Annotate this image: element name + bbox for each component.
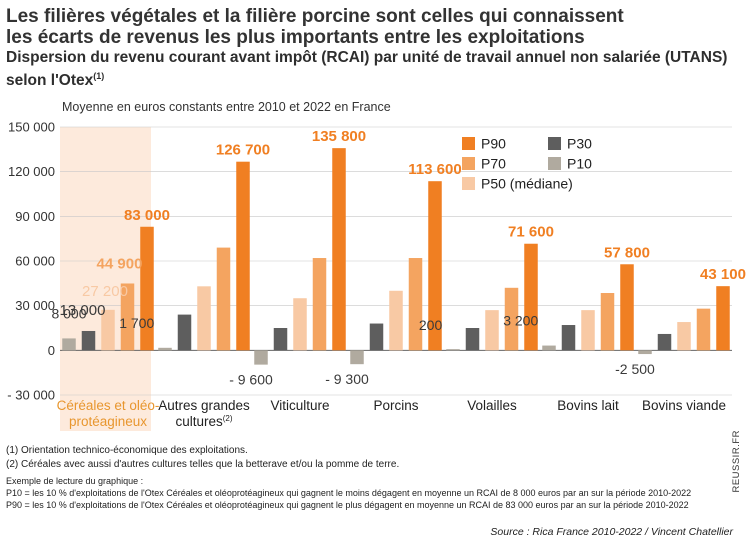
bar-p70-cat-6	[600, 293, 615, 351]
legend-label-p50-m-diane: P50 (médiane)	[481, 176, 573, 192]
legend-label-p70: P70	[481, 156, 506, 172]
bar-p10-cat-1	[62, 338, 76, 351]
bar-p70-cat-3	[312, 258, 327, 351]
footnotes: (1) Orientation technico-économique des …	[6, 444, 726, 511]
legend-swatch-p30	[548, 137, 561, 150]
data-label-p90-cat-7: 43 100	[700, 266, 746, 283]
bar-p50-m-diane-cat-6	[581, 310, 595, 351]
example-title: Exemple de lecture du graphique :	[6, 476, 144, 486]
legend-swatch-p70	[462, 157, 475, 170]
category-label: Céréales et oléo-	[57, 398, 160, 413]
category-label-line2: protéagineux	[69, 414, 147, 429]
data-label-p10-cat-7: -2 500	[615, 361, 655, 377]
bar-p10-cat-2	[158, 347, 172, 351]
bar-p50-m-diane-cat-3	[293, 298, 307, 351]
y-tick-label: 120 000	[8, 164, 55, 179]
title-line-2: les écarts de revenus les plus important…	[6, 27, 585, 48]
legend-label-p90: P90	[481, 136, 506, 152]
y-tick-label: - 30 000	[7, 388, 55, 403]
bar-p50-m-diane-cat-7	[677, 322, 691, 351]
data-label-p90-cat-5: 71 600	[508, 224, 554, 241]
legend-swatch-p50-m-diane	[462, 177, 475, 190]
data-label-p90-cat-4: 113 600	[408, 161, 461, 178]
bar-p50-m-diane-cat-1	[101, 309, 115, 351]
legend-swatch-p10	[548, 157, 561, 170]
bar-p90-cat-3	[332, 148, 346, 351]
legend-label-p30: P30	[567, 136, 592, 152]
bar-p10-cat-4	[350, 350, 364, 365]
data-label-p30-cat-1: 13 000	[60, 302, 106, 319]
example-p10: P10 = les 10 % d'exploitations de l'Otex…	[6, 488, 692, 498]
data-label-p90-cat-3: 135 800	[312, 128, 366, 145]
bar-p30-cat-6	[561, 325, 576, 351]
example-p90: P90 = les 10 % d'exploitations de l'Otex…	[6, 500, 689, 510]
bar-p10-cat-7	[638, 350, 652, 355]
bar-p30-cat-5	[465, 328, 480, 351]
source-credit: Source : Rica France 2010-2022 / Vincent…	[490, 526, 733, 538]
category-label-line2: cultures(2)	[175, 414, 232, 429]
legend-label-p10: P10	[567, 156, 592, 172]
y-tick-label: 60 000	[15, 254, 55, 269]
category-label: Porcins	[373, 398, 418, 413]
bar-p90-cat-4	[428, 181, 442, 351]
category-label: Autres grandes	[158, 398, 250, 413]
data-label-p50-m-diane-cat-1: 27 200	[82, 283, 128, 300]
category-label: Bovins lait	[557, 398, 619, 413]
bar-p30-cat-3	[273, 328, 288, 351]
y-tick-label: 30 000	[15, 298, 55, 313]
data-label-p10-cat-1: 8 000	[51, 305, 86, 321]
y-tick-label: 90 000	[15, 209, 55, 224]
bar-p10-cat-5	[446, 349, 460, 351]
subtitle-footnote-ref: (1)	[93, 71, 105, 81]
chart-title: Les filières végétales et la filière por…	[6, 6, 726, 48]
footnote-2: (2) Céréales avec aussi d'autres culture…	[6, 458, 400, 470]
bar-p50-m-diane-cat-2	[197, 286, 211, 351]
bar-p50-m-diane-cat-4	[389, 290, 403, 351]
data-label-p10-cat-6: 3 200	[503, 313, 538, 329]
data-label-p10-cat-5: 200	[419, 317, 443, 333]
title-line-1: Les filières végétales et la filière por…	[6, 6, 624, 27]
footnote-1: (1) Orientation technico-économique des …	[6, 445, 248, 456]
bar-p70-cat-4	[408, 258, 423, 351]
bar-p10-cat-3	[254, 350, 268, 365]
bar-p30-cat-1	[81, 330, 96, 351]
category-label: Bovins viande	[642, 398, 726, 413]
bar-p50-m-diane-cat-5	[485, 310, 499, 351]
bar-p70-cat-7	[696, 308, 711, 351]
data-label-p90-cat-2: 126 700	[216, 142, 270, 159]
bar-p90-cat-6	[620, 264, 634, 351]
bar-p70-cat-2	[216, 247, 231, 351]
legend-swatch-p90	[462, 137, 475, 150]
data-label-p90-cat-6: 57 800	[604, 244, 650, 261]
bar-p90-cat-1	[140, 226, 154, 351]
y-tick-label: 0	[48, 343, 55, 358]
watermark: REUSSIR.FR	[731, 430, 742, 493]
bar-p30-cat-4	[369, 323, 384, 351]
bar-p90-cat-2	[236, 161, 250, 351]
category-label: Volailles	[467, 398, 517, 413]
bar-p90-cat-7	[716, 286, 730, 351]
data-label-p90-cat-1: 83 000	[124, 207, 170, 224]
data-label-p10-cat-4: - 9 300	[325, 371, 369, 387]
bar-p90-cat-5	[524, 243, 538, 351]
y-tick-label: 150 000	[8, 120, 55, 135]
category-label: Viticulture	[270, 398, 329, 413]
bar-p10-cat-6	[542, 345, 556, 351]
bar-p30-cat-2	[177, 314, 192, 351]
data-label-p10-cat-3: - 9 600	[229, 372, 273, 388]
data-label-p70-cat-1: 44 900	[97, 255, 143, 272]
data-label-p10-cat-2: 1 700	[119, 315, 154, 331]
bar-p70-cat-1	[120, 283, 135, 351]
chart-subtitle: Dispersion du revenu courant avant impôt…	[6, 49, 741, 90]
highlight-band	[60, 127, 151, 431]
y-axis-unit-label: Moyenne en euros constants entre 2010 et…	[62, 100, 391, 114]
bar-p70-cat-5	[504, 287, 519, 351]
bar-p30-cat-7	[657, 333, 672, 351]
subtitle-text: Dispersion du revenu courant avant impôt…	[6, 49, 728, 90]
